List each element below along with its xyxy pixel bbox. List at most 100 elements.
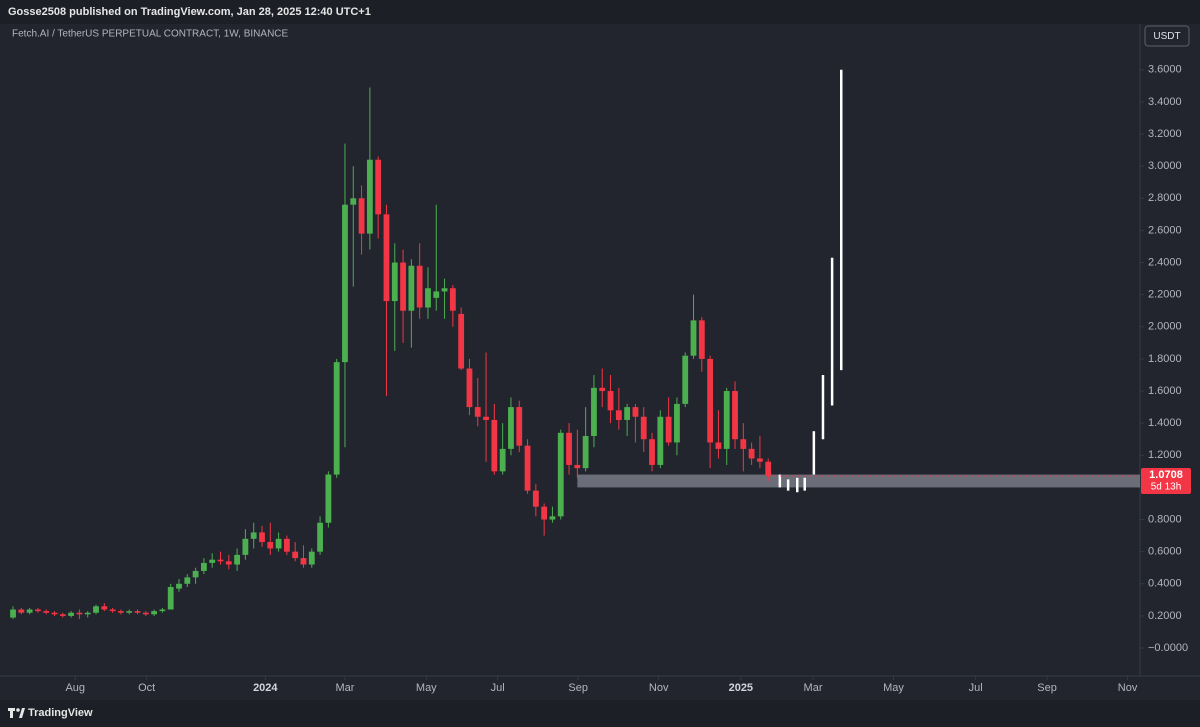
candle-body xyxy=(267,542,274,549)
candle-body xyxy=(259,532,265,543)
candle-body xyxy=(26,609,33,613)
y-tick-label: 3.6000 xyxy=(1148,64,1182,76)
x-tick-label: Mar xyxy=(804,682,823,694)
candle-body xyxy=(582,436,589,469)
candle-body xyxy=(715,442,722,449)
candle-body xyxy=(383,214,390,302)
candle-body xyxy=(690,320,697,356)
candle-body xyxy=(308,551,315,565)
candle-body xyxy=(317,522,323,552)
candle-body xyxy=(591,387,597,437)
brand-logo xyxy=(8,708,25,718)
candle-body xyxy=(275,538,282,549)
last-price-label: 1.0708 xyxy=(1149,469,1183,481)
candle-body xyxy=(366,159,373,234)
candle-body xyxy=(640,416,647,440)
candle-body xyxy=(134,611,141,613)
candle-body xyxy=(167,587,174,610)
footer-bar xyxy=(0,700,1200,727)
candle-body xyxy=(391,262,398,302)
candle-body xyxy=(508,407,514,449)
x-tick-label: Nov xyxy=(1118,682,1138,694)
candle-body xyxy=(757,458,763,462)
candle-body xyxy=(483,416,489,420)
candle-body xyxy=(192,570,199,578)
currency[interactable]: USDT xyxy=(1153,31,1180,42)
candle-body xyxy=(176,583,182,589)
candle-body xyxy=(101,606,108,610)
x-tick-label: May xyxy=(883,682,904,694)
currency-box[interactable] xyxy=(1144,25,1190,47)
y-tick-label: 0.6000 xyxy=(1148,546,1182,558)
candle-body xyxy=(449,288,456,311)
y-tick-label: 2.8000 xyxy=(1148,192,1182,204)
chart-title: Fetch.AI / TetherUS PERPETUAL CONTRACT, … xyxy=(12,29,289,40)
candle-body xyxy=(458,313,465,369)
candle-body xyxy=(541,506,548,520)
y-tick-label: 0.8000 xyxy=(1148,513,1182,525)
header-bar xyxy=(0,0,1200,24)
x-tick-label: Oct xyxy=(138,682,155,694)
candle-body xyxy=(441,288,448,292)
candle-body xyxy=(740,439,747,449)
candle-body xyxy=(416,265,423,308)
candle-body xyxy=(225,561,232,565)
candle-body xyxy=(300,558,307,565)
x-tick-label: Sep xyxy=(568,682,588,694)
x-tick-label: Aug xyxy=(65,682,85,694)
candle-body xyxy=(209,559,216,563)
candle-body xyxy=(748,448,755,459)
x-tick-label: Jul xyxy=(969,682,983,694)
x-tick-label: Nov xyxy=(649,682,669,694)
x-tick-label: Jul xyxy=(491,682,505,694)
x-tick-label: May xyxy=(416,682,437,694)
candle-body xyxy=(532,490,539,507)
candle-body xyxy=(723,391,730,449)
y-tick-label: 2.4000 xyxy=(1148,256,1182,268)
candle-body xyxy=(375,159,382,215)
candle-body xyxy=(350,198,357,205)
candle-body xyxy=(425,288,431,308)
candle-body xyxy=(217,559,224,562)
y-tick-label: 3.4000 xyxy=(1148,96,1182,108)
candle-body xyxy=(566,432,572,465)
candle-body xyxy=(68,612,75,616)
candle-body xyxy=(250,532,257,539)
y-tick-label: −0.0000 xyxy=(1148,642,1188,654)
candle-body xyxy=(408,265,415,311)
candle-body xyxy=(76,612,83,615)
candle-body xyxy=(466,368,473,408)
candle-body xyxy=(474,407,481,417)
candle-body xyxy=(200,562,207,571)
y-tick-label: 1.4000 xyxy=(1148,417,1182,429)
candle-body xyxy=(607,391,614,411)
candle-body xyxy=(599,387,606,392)
candle-body xyxy=(624,407,631,420)
candle-body xyxy=(524,445,531,491)
candle-body xyxy=(342,204,348,363)
candle-body xyxy=(574,464,581,469)
brand: TradingView xyxy=(28,707,93,719)
last-price-box xyxy=(1141,468,1191,495)
y-tick-label: 0.4000 xyxy=(1148,578,1182,590)
candle-body xyxy=(657,416,664,465)
y-tick-label: 2.2000 xyxy=(1148,289,1182,301)
candle-body xyxy=(84,612,91,615)
candle-body xyxy=(18,609,25,613)
candle-body xyxy=(59,614,66,616)
candle-body xyxy=(665,416,672,443)
x-tick-label: 2024 xyxy=(253,682,278,694)
candle-body xyxy=(358,198,365,234)
y-tick-label: 2.0000 xyxy=(1148,321,1182,333)
countdown-label: 5d 13h xyxy=(1151,482,1182,493)
candle-body xyxy=(159,609,166,612)
candle-body xyxy=(499,448,506,472)
y-tick-label: 2.6000 xyxy=(1148,224,1182,236)
y-tick-label: 1.2000 xyxy=(1148,449,1182,461)
x-tick-label: Mar xyxy=(336,682,355,694)
candle-body xyxy=(142,612,149,615)
candle-body xyxy=(93,606,99,613)
candle-body xyxy=(51,612,58,615)
candle-body xyxy=(151,611,158,615)
